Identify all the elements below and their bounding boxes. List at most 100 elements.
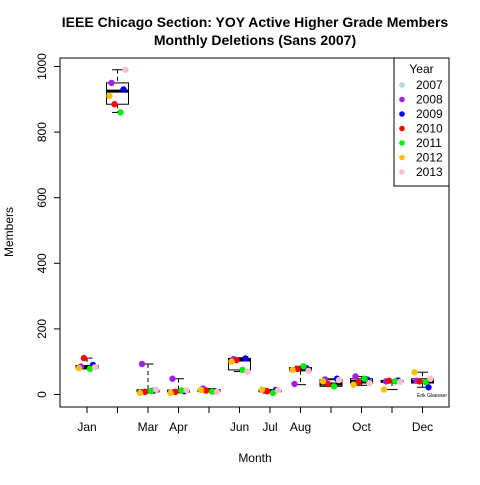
data-point xyxy=(141,388,149,396)
y-tick-label: 800 xyxy=(35,122,49,142)
data-point xyxy=(122,66,129,73)
series-2008 xyxy=(77,79,420,394)
data-point xyxy=(202,387,210,394)
legend-label: 2007 xyxy=(416,78,443,92)
data-point xyxy=(178,387,185,394)
data-point xyxy=(305,367,312,375)
series-2012 xyxy=(75,92,418,397)
legend-label: 2011 xyxy=(416,136,442,150)
chart-subtitle: Monthly Deletions (Sans 2007) xyxy=(154,32,356,48)
data-point xyxy=(136,389,144,397)
y-tick-label: 1000 xyxy=(35,53,49,80)
data-point xyxy=(108,79,115,87)
y-tick-label: 600 xyxy=(35,187,49,207)
legend-swatch xyxy=(399,96,405,103)
legend-swatch xyxy=(399,169,405,175)
data-point xyxy=(117,109,124,116)
x-tick-label: Apr xyxy=(169,420,188,434)
y-axis-label: Members xyxy=(2,207,16,257)
data-point xyxy=(330,383,338,390)
data-point xyxy=(294,365,301,373)
data-point xyxy=(263,388,271,395)
data-point xyxy=(169,375,176,382)
y-tick-label: 400 xyxy=(35,253,49,273)
data-point xyxy=(361,375,368,382)
data-point xyxy=(228,358,235,365)
x-tick-label: Jan xyxy=(77,420,96,434)
data-point xyxy=(86,365,94,373)
data-point xyxy=(274,387,282,394)
x-tick-label: Dec xyxy=(412,420,433,434)
legend-swatch xyxy=(399,125,405,132)
data-point xyxy=(425,384,432,391)
data-point xyxy=(91,364,99,371)
legend-label: 2013 xyxy=(416,165,443,179)
data-point xyxy=(208,388,216,395)
data-point xyxy=(120,86,127,93)
series-2011 xyxy=(86,109,429,397)
data-point xyxy=(385,377,393,384)
data-point xyxy=(391,378,399,385)
data-point xyxy=(411,368,418,376)
data-point xyxy=(80,354,88,362)
data-point xyxy=(366,379,373,387)
data-point xyxy=(147,387,155,395)
series-2009 xyxy=(89,86,432,395)
x-tick-label: Jun xyxy=(230,420,249,434)
x-tick-label: Jul xyxy=(262,420,277,434)
series-2010 xyxy=(80,101,423,396)
data-point xyxy=(197,386,205,394)
data-point xyxy=(269,389,277,397)
y-tick-label: 200 xyxy=(35,319,49,339)
legend-swatch xyxy=(399,140,405,146)
data-point xyxy=(242,355,249,362)
data-point xyxy=(183,387,190,394)
data-point xyxy=(355,378,362,386)
data-point xyxy=(350,381,357,388)
data-point xyxy=(258,386,266,393)
y-tick-label: 0 xyxy=(35,391,49,398)
data-point xyxy=(380,386,388,393)
data-point xyxy=(172,388,179,396)
data-point xyxy=(416,378,423,385)
legend-label: 2012 xyxy=(416,151,443,165)
plot-layer: 0 200 400 600 800 1000 Jan Mar Apr Jun Jul Aug Oct De… xyxy=(35,53,450,434)
data-point xyxy=(167,389,174,397)
data-point xyxy=(300,363,307,370)
x-tick-label: Aug xyxy=(290,420,311,434)
data-point xyxy=(319,378,327,385)
data-point xyxy=(335,376,343,384)
legend-swatch xyxy=(399,154,405,161)
plot-border xyxy=(59,57,450,408)
series-2013 xyxy=(91,66,434,396)
x-tick-label: Mar xyxy=(138,420,159,434)
data-point xyxy=(106,92,113,100)
data-point xyxy=(291,380,298,388)
data-point xyxy=(396,378,404,386)
legend-label: 2008 xyxy=(416,93,443,107)
data-point xyxy=(233,356,240,364)
legend-swatch xyxy=(399,82,405,88)
data-point xyxy=(138,360,146,368)
signature-annotation: Erik Glaesser xyxy=(417,393,447,399)
chart-title: IEEE Chicago Section: YOY Active Higher … xyxy=(62,14,449,30)
data-point xyxy=(152,386,160,393)
legend-label: 2009 xyxy=(416,107,443,121)
data-point xyxy=(427,375,434,382)
data-point xyxy=(239,366,246,374)
data-point xyxy=(213,388,221,396)
legend-box xyxy=(393,57,450,187)
data-point xyxy=(352,373,359,380)
data-point xyxy=(289,366,296,374)
x-tick-label: Oct xyxy=(352,420,371,434)
data-point xyxy=(324,380,332,388)
data-point xyxy=(111,101,118,108)
legend-title: Year xyxy=(409,62,433,76)
data-point xyxy=(244,368,251,375)
legend-label: 2010 xyxy=(416,122,443,136)
x-axis-label: Month xyxy=(238,451,271,465)
data-point xyxy=(75,365,83,372)
